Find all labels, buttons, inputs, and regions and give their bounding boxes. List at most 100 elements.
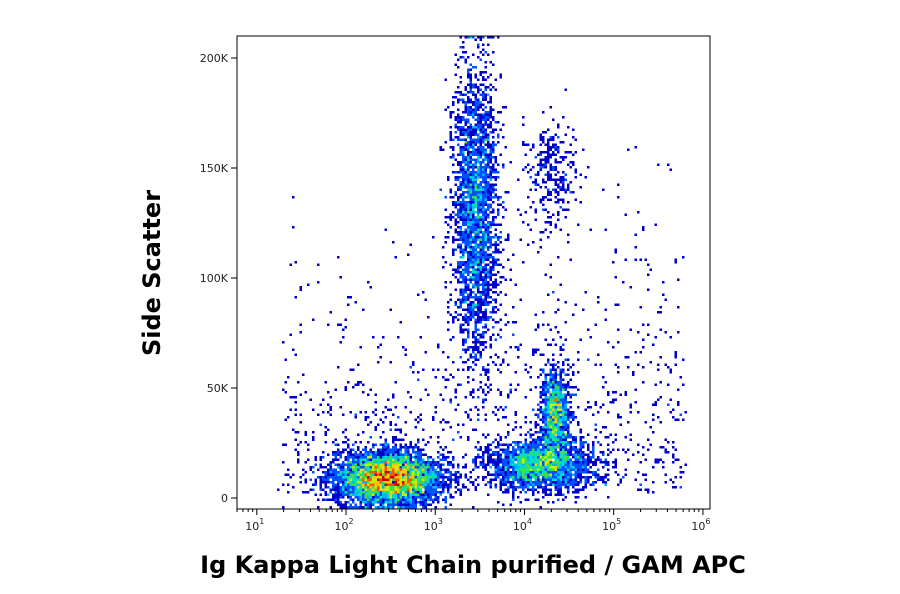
event-dot xyxy=(314,483,317,486)
event-dot xyxy=(527,483,530,486)
event-dot xyxy=(457,216,460,219)
event-dot xyxy=(452,241,455,244)
event-dot xyxy=(319,493,322,496)
event-dot xyxy=(352,461,355,464)
event-dot xyxy=(537,436,540,439)
event-dot xyxy=(492,451,495,454)
event-dot xyxy=(339,451,342,454)
event-dot xyxy=(562,371,565,374)
event-dot xyxy=(472,341,475,344)
event-dot xyxy=(552,463,555,466)
event-dot xyxy=(364,463,367,466)
event-dot xyxy=(369,453,372,456)
event-dot xyxy=(482,188,485,191)
event-dot xyxy=(429,456,432,459)
event-dot xyxy=(287,473,290,476)
event-dot xyxy=(374,453,377,456)
event-dot xyxy=(482,348,485,351)
event-dot xyxy=(517,178,520,181)
event-dot xyxy=(387,453,390,456)
event-dot xyxy=(574,151,577,154)
event-dot xyxy=(539,238,542,241)
event-dot xyxy=(324,441,327,444)
event-dot xyxy=(472,206,475,209)
event-dot xyxy=(619,416,622,419)
event-dot xyxy=(387,458,390,461)
event-dot xyxy=(677,401,680,404)
event-dot xyxy=(482,461,485,464)
event-dot xyxy=(489,223,492,226)
event-dot xyxy=(542,151,545,154)
event-dot xyxy=(479,316,482,319)
event-dot xyxy=(497,468,500,471)
event-dot xyxy=(469,353,472,356)
event-dot xyxy=(357,458,360,461)
event-dot xyxy=(442,266,445,269)
event-dot xyxy=(579,201,582,204)
event-dot xyxy=(427,456,430,459)
event-dot xyxy=(487,198,490,201)
event-dot xyxy=(589,458,592,461)
event-dot xyxy=(412,371,415,374)
event-dot xyxy=(497,223,500,226)
event-dot xyxy=(432,483,435,486)
event-dot xyxy=(549,413,552,416)
event-dot xyxy=(342,468,345,471)
event-dot xyxy=(299,323,302,326)
event-dot xyxy=(452,238,455,241)
event-dot xyxy=(434,481,437,484)
event-dot xyxy=(469,146,472,149)
event-dot xyxy=(549,408,552,411)
event-dot xyxy=(584,478,587,481)
event-dot xyxy=(337,501,340,504)
event-dot xyxy=(539,473,542,476)
event-dot xyxy=(452,236,455,239)
event-dot xyxy=(637,488,640,491)
event-dot xyxy=(489,211,492,214)
event-dot xyxy=(562,386,565,389)
event-dot xyxy=(492,108,495,111)
event-dot xyxy=(567,411,570,414)
event-dot xyxy=(597,476,600,479)
event-dot xyxy=(404,448,407,451)
event-dot xyxy=(569,476,572,479)
event-dot xyxy=(429,496,432,499)
event-dot xyxy=(479,191,482,194)
event-dot xyxy=(472,66,475,69)
event-dot xyxy=(477,133,480,136)
event-dot xyxy=(562,403,565,406)
event-dot xyxy=(632,453,635,456)
event-dot xyxy=(317,498,320,501)
event-dot xyxy=(522,473,525,476)
event-dot xyxy=(467,236,470,239)
event-dot xyxy=(527,223,530,226)
event-dot xyxy=(657,311,660,314)
x-tick-label: 106 xyxy=(691,517,710,533)
event-dot xyxy=(482,388,485,391)
event-dot xyxy=(472,268,475,271)
event-dot xyxy=(349,483,352,486)
event-dot xyxy=(564,461,567,464)
event-dot xyxy=(567,393,570,396)
event-dot xyxy=(559,373,562,376)
event-dot xyxy=(544,463,547,466)
event-dot xyxy=(554,458,557,461)
event-dot xyxy=(482,213,485,216)
event-dot xyxy=(374,501,377,504)
event-dot xyxy=(559,486,562,489)
event-dot xyxy=(524,456,527,459)
event-dot xyxy=(457,268,460,271)
event-dot xyxy=(519,446,522,449)
event-dot xyxy=(469,311,472,314)
event-dot xyxy=(337,443,340,446)
event-dot xyxy=(462,161,465,164)
event-dot xyxy=(304,471,307,474)
event-dot xyxy=(482,298,485,301)
event-dot xyxy=(497,136,500,139)
event-dot xyxy=(294,401,297,404)
event-dot xyxy=(554,436,557,439)
event-dot xyxy=(384,441,387,444)
event-dot xyxy=(474,278,477,281)
event-dot xyxy=(499,281,502,284)
event-dot xyxy=(529,206,532,209)
